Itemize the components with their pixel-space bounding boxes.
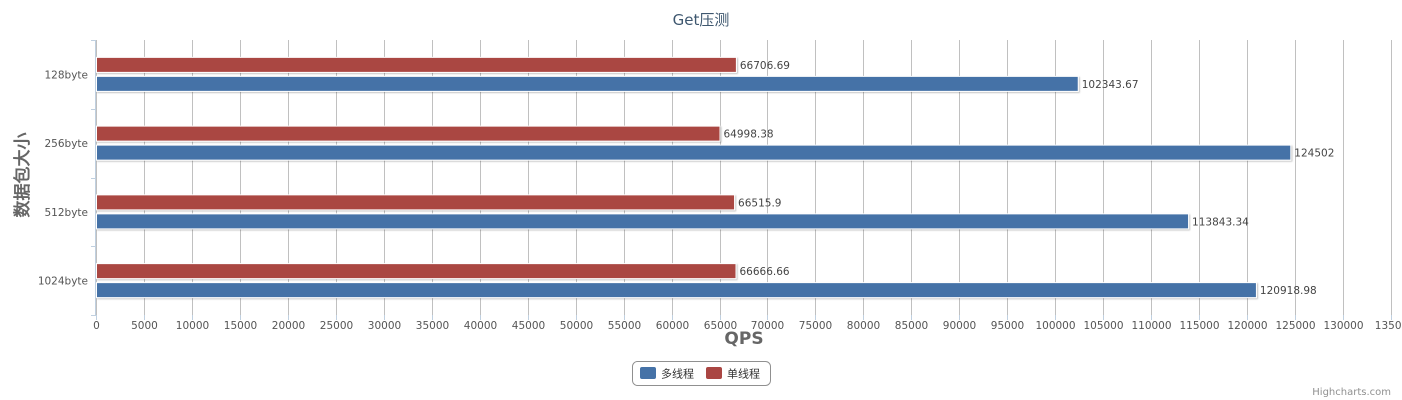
- category-label: 1024byte: [38, 276, 88, 288]
- x-tick-label: 10000: [176, 320, 209, 332]
- x-tick-label: 110000: [1131, 320, 1171, 332]
- credits-link[interactable]: Highcharts.com: [1312, 387, 1391, 398]
- x-tick-label: 95000: [991, 320, 1024, 332]
- bar[interactable]: [96, 56, 737, 73]
- data-label: 124502: [1294, 148, 1334, 160]
- x-tick-label: 35000: [416, 320, 449, 332]
- data-label: 66666.66: [740, 266, 790, 278]
- data-label: 120918.98: [1260, 285, 1317, 297]
- x-tick-label: 70000: [751, 320, 784, 332]
- x-axis-title: QPS: [724, 329, 763, 349]
- x-tick-label: 50000: [560, 320, 593, 332]
- legend-item-label[interactable]: 多线程: [661, 367, 694, 381]
- data-labels: 66706.69 102343.67 64998.38 124502 66515.9 11…: [724, 60, 1335, 297]
- x-tick-label: 105000: [1083, 320, 1123, 332]
- x-tick-label: 40000: [464, 320, 497, 332]
- x-tick-label: 15000: [224, 320, 257, 332]
- bar[interactable]: [96, 194, 736, 211]
- x-tick-label: 75000: [799, 320, 832, 332]
- legend-swatch[interactable]: [640, 367, 656, 379]
- x-tick-label: 0: [93, 320, 100, 332]
- x-tick-label: 45000: [512, 320, 545, 332]
- category-label: 512byte: [45, 207, 89, 219]
- x-tick-label: 125000: [1275, 320, 1315, 332]
- category-axis: 128byte 256byte 512byte 1024byte: [38, 40, 96, 316]
- data-label: 66706.69: [740, 60, 790, 72]
- legend-item-label[interactable]: 单线程: [727, 367, 760, 381]
- data-label: 102343.67: [1082, 79, 1139, 91]
- x-tick-label: 25000: [320, 320, 353, 332]
- x-tick-label: 20000: [272, 320, 305, 332]
- data-label: 64998.38: [724, 129, 774, 141]
- bar[interactable]: [96, 282, 1257, 299]
- bar[interactable]: [96, 75, 1079, 92]
- legend[interactable]: 多线程 单线程: [632, 361, 771, 386]
- x-tick-label: 5000: [131, 320, 158, 332]
- x-tick-label: 100000: [1035, 320, 1075, 332]
- y-axis-title: 数据包大小: [12, 133, 33, 218]
- bar[interactable]: [96, 125, 721, 142]
- data-label: 66515.9: [738, 197, 781, 209]
- bar[interactable]: [96, 213, 1190, 230]
- x-tick-label: 85000: [895, 320, 928, 332]
- bars: [96, 56, 1292, 299]
- x-tick-label: 90000: [943, 320, 976, 332]
- x-tick-label: 60000: [656, 320, 689, 332]
- x-tick-label: 13500: [1375, 320, 1402, 332]
- data-label: 113843.34: [1192, 216, 1249, 228]
- x-tick-label: 65000: [704, 320, 737, 332]
- category-label: 256byte: [45, 138, 89, 150]
- bar[interactable]: [96, 263, 737, 280]
- legend-swatch[interactable]: [706, 367, 722, 379]
- x-tick-label: 120000: [1227, 320, 1267, 332]
- x-tick-label: 80000: [847, 320, 880, 332]
- value-axis: 0 5000 10000 15000 20000 25000 30000 35000 40000…: [93, 315, 1402, 332]
- bar[interactable]: [96, 144, 1292, 161]
- x-tick-label: 30000: [368, 320, 401, 332]
- x-tick-label: 55000: [608, 320, 641, 332]
- category-label: 128byte: [45, 69, 89, 81]
- chart-title: Get压测: [673, 11, 730, 29]
- x-tick-label: 130000: [1323, 320, 1363, 332]
- x-tick-label: 115000: [1179, 320, 1219, 332]
- legend-box: [632, 361, 771, 386]
